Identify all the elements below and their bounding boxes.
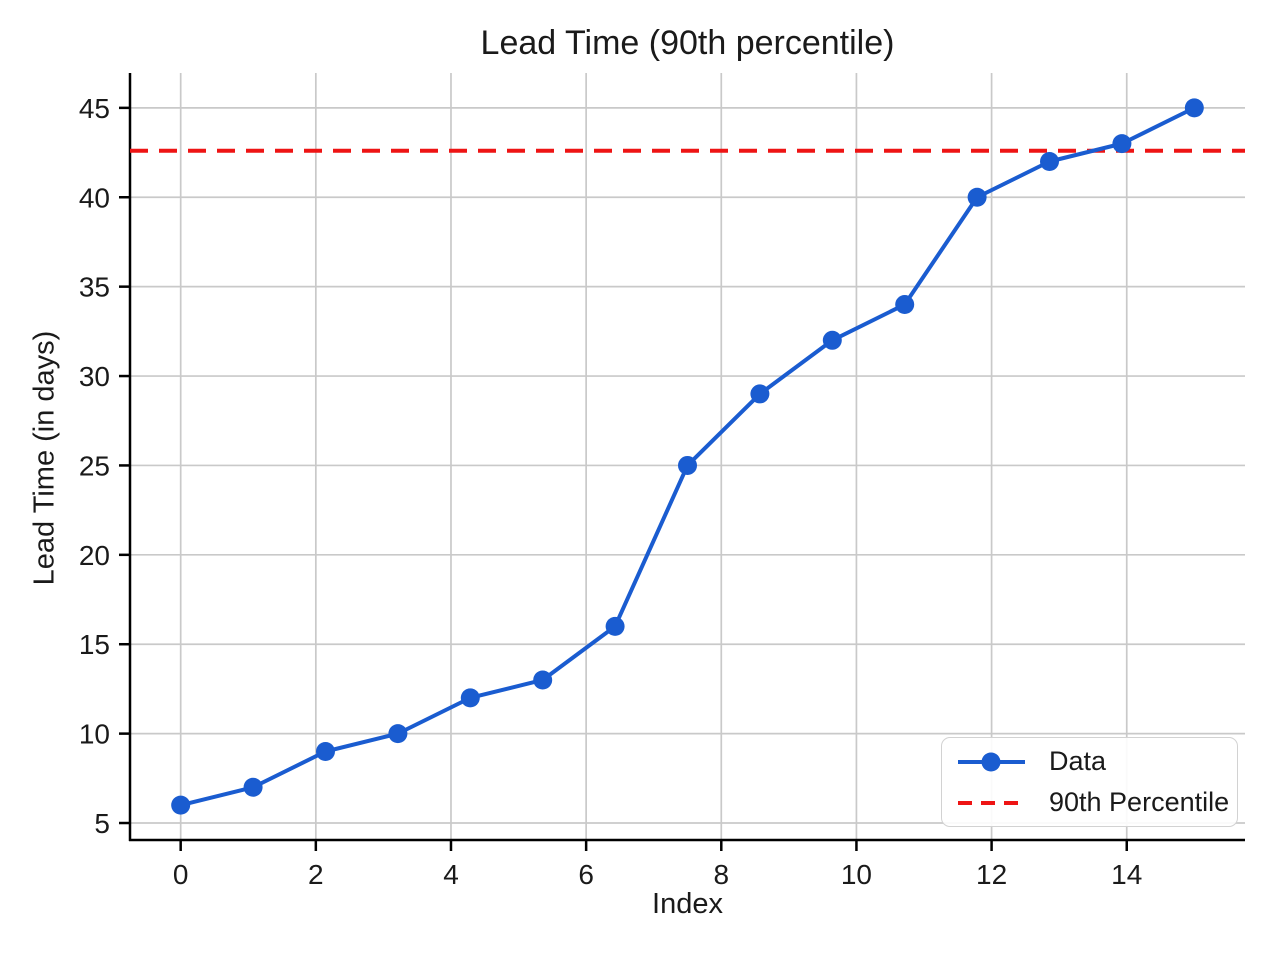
data-point — [750, 384, 770, 404]
data-point — [967, 187, 987, 207]
legend-label-data: Data — [1049, 746, 1107, 776]
legend-item-data: Data — [954, 745, 1237, 779]
y-tick-label: 45 — [79, 93, 110, 124]
data-point — [1040, 152, 1060, 171]
x-tick-label: 10 — [841, 859, 872, 890]
legend-item-percentile: 90th Percentile — [954, 786, 1237, 820]
y-tick-label: 20 — [79, 540, 110, 571]
x-tick-label: 14 — [1111, 859, 1142, 890]
data-point — [533, 670, 553, 690]
y-tick-label: 30 — [79, 361, 110, 392]
data-point — [243, 777, 263, 797]
data-point — [388, 724, 408, 744]
y-tick-label: 25 — [79, 450, 110, 481]
x-axis-label: Index — [652, 888, 723, 920]
y-tick-label: 40 — [79, 182, 110, 213]
legend-percentile-line-sample — [958, 800, 1025, 805]
y-axis-label: Lead Time (in days) — [28, 330, 61, 586]
x-tick-label: 8 — [713, 859, 729, 890]
y-tick-label: 10 — [79, 719, 110, 750]
x-tick-label: 6 — [578, 859, 594, 890]
data-point — [460, 688, 480, 708]
data-point — [171, 795, 191, 815]
legend-data-line-sample — [958, 752, 1025, 771]
chart-title: Lead Time (90th percentile) — [480, 24, 895, 62]
data-point — [1112, 134, 1132, 154]
x-tick-label: 4 — [443, 859, 459, 890]
legend-label-percentile: 90th Percentile — [1049, 787, 1230, 817]
data-point — [1184, 98, 1204, 118]
data-point — [315, 742, 335, 761]
data-point — [678, 455, 697, 475]
x-tick-label: 2 — [308, 859, 324, 890]
y-tick-label: 5 — [94, 808, 110, 839]
legend: Data 90th Percentile — [941, 737, 1238, 827]
x-tick-label: 0 — [173, 859, 189, 890]
data-point — [895, 295, 915, 315]
data-point — [822, 330, 842, 350]
data-point — [605, 616, 625, 636]
y-tick-label: 35 — [79, 272, 110, 303]
x-tick-label: 12 — [976, 859, 1007, 890]
y-tick-label: 15 — [79, 629, 110, 660]
